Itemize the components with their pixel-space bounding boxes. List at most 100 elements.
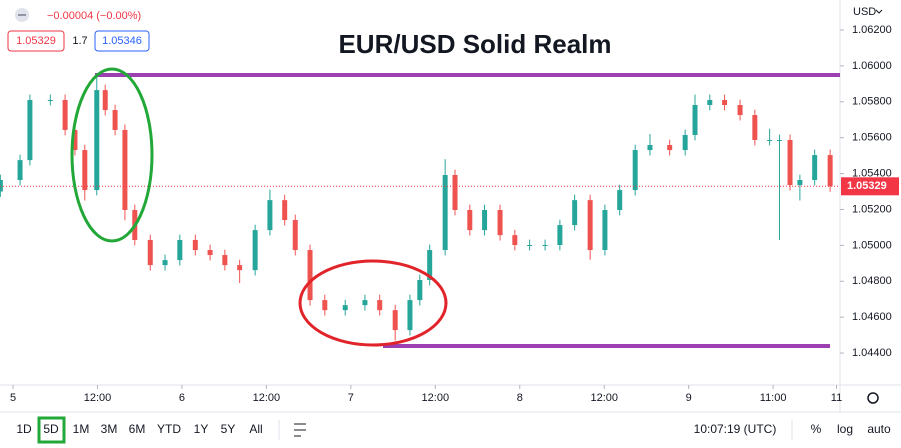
candle-body — [602, 210, 608, 251]
x-tick-label: 12:00 — [253, 392, 281, 404]
last-price-label: 1.05329 — [847, 180, 887, 192]
candle-body — [252, 230, 258, 271]
candle-body — [557, 225, 563, 245]
candle-body — [292, 220, 298, 251]
scale-option[interactable]: log — [837, 422, 853, 436]
range-button[interactable]: All — [249, 422, 262, 436]
candle-body — [617, 190, 623, 210]
candle-body — [147, 239, 153, 266]
range-button[interactable]: 6M — [129, 422, 146, 436]
last-price-tag — [841, 177, 899, 196]
ask-price: 1.05346 — [102, 35, 142, 47]
candle-body — [427, 250, 433, 280]
candle-body — [392, 310, 398, 331]
candle-body — [776, 140, 782, 141]
x-tick-label: 7 — [348, 392, 354, 404]
candle-body — [767, 140, 773, 141]
y-tick-label: 1.05200 — [852, 203, 892, 215]
candle-body — [362, 300, 368, 306]
range-button[interactable]: YTD — [157, 422, 181, 436]
candle-body — [647, 145, 653, 151]
candle-body — [94, 90, 100, 191]
candle-body — [632, 150, 638, 191]
range-highlight — [37, 416, 66, 444]
candle-body — [62, 99, 68, 130]
bid-box[interactable] — [7, 30, 65, 52]
candle-body — [467, 210, 473, 231]
candle-body — [72, 129, 78, 151]
candle-body — [812, 155, 818, 181]
range-button[interactable]: 1M — [73, 422, 90, 436]
y-tick-label: 1.05600 — [852, 132, 892, 144]
price-change: −0.00004 (−0.00%) — [47, 10, 141, 22]
compare-icon[interactable] — [294, 423, 306, 437]
candle-body — [752, 115, 758, 140]
currency-menu[interactable]: USD — [853, 6, 876, 18]
candle-body — [0, 180, 3, 192]
candle-body — [112, 110, 118, 130]
candle-body — [407, 300, 413, 331]
candle-body — [17, 160, 23, 181]
candle-body — [417, 280, 423, 301]
y-tick-label: 1.05000 — [852, 239, 892, 251]
settings-icon[interactable] — [867, 392, 879, 404]
range-button[interactable]: 1D — [16, 422, 32, 436]
candle-body — [827, 155, 833, 187]
candle-body — [82, 150, 88, 191]
candle-body — [27, 99, 33, 161]
candle-body — [267, 200, 273, 231]
candle-body — [527, 245, 533, 246]
candle-body — [377, 300, 383, 311]
candle-body — [322, 300, 328, 311]
candle-body — [707, 99, 713, 105]
candle-body — [162, 260, 168, 266]
candle-body — [692, 105, 698, 135]
candle-body — [542, 245, 548, 246]
highlight-ellipse — [70, 67, 154, 243]
candle-body — [512, 235, 518, 245]
candle-body — [722, 99, 728, 105]
x-tick-label: 12:00 — [590, 392, 618, 404]
spread: 1.7 — [72, 35, 87, 47]
scale-option[interactable]: % — [811, 422, 822, 436]
candle-body — [667, 145, 673, 151]
y-tick-label: 1.04600 — [852, 311, 892, 323]
candle-body — [222, 255, 228, 266]
candle-body — [192, 239, 198, 251]
plot-area — [0, 75, 840, 341]
candle-body — [177, 239, 183, 261]
x-tick-label: 11:00 — [760, 392, 787, 404]
candle-body — [482, 210, 488, 231]
range-button[interactable]: 1Y — [194, 422, 209, 436]
y-tick-label: 1.04400 — [852, 347, 892, 359]
range-button[interactable]: 5Y — [221, 422, 236, 436]
candle-body — [797, 180, 803, 186]
x-tick-label: 11 — [831, 392, 842, 404]
candle-body — [122, 129, 128, 210]
candle-body — [682, 134, 688, 151]
candle-body — [442, 175, 448, 251]
candle-body — [587, 200, 593, 251]
x-tick-label: 6 — [179, 392, 185, 404]
y-tick-label: 1.05800 — [852, 96, 892, 108]
x-tick-label: 9 — [686, 392, 692, 404]
candle-body — [307, 250, 313, 301]
candle-body — [787, 140, 793, 186]
x-tick-label: 12:00 — [84, 392, 112, 404]
candle-body — [47, 99, 53, 101]
toolbar: 1D 5D 1M 3M 6M YTD 1Y 5Y All% log auto — [16, 422, 891, 436]
candle-body — [497, 210, 503, 236]
highlight-ellipse — [298, 259, 448, 347]
y-tick-label: 1.06000 — [852, 60, 892, 72]
clock: 10:07:19 (UTC) — [694, 422, 777, 436]
ask-box[interactable] — [94, 30, 150, 52]
scale-option[interactable]: auto — [867, 422, 891, 436]
chart-title: EUR/USD Solid Realm — [338, 29, 611, 59]
x-tick-label: 12:00 — [422, 392, 450, 404]
range-button[interactable]: 5D — [43, 422, 59, 436]
candle-body — [282, 200, 288, 221]
candle-body — [237, 265, 243, 271]
y-tick-label: 1.05400 — [852, 167, 892, 179]
range-button[interactable]: 3M — [101, 422, 118, 436]
